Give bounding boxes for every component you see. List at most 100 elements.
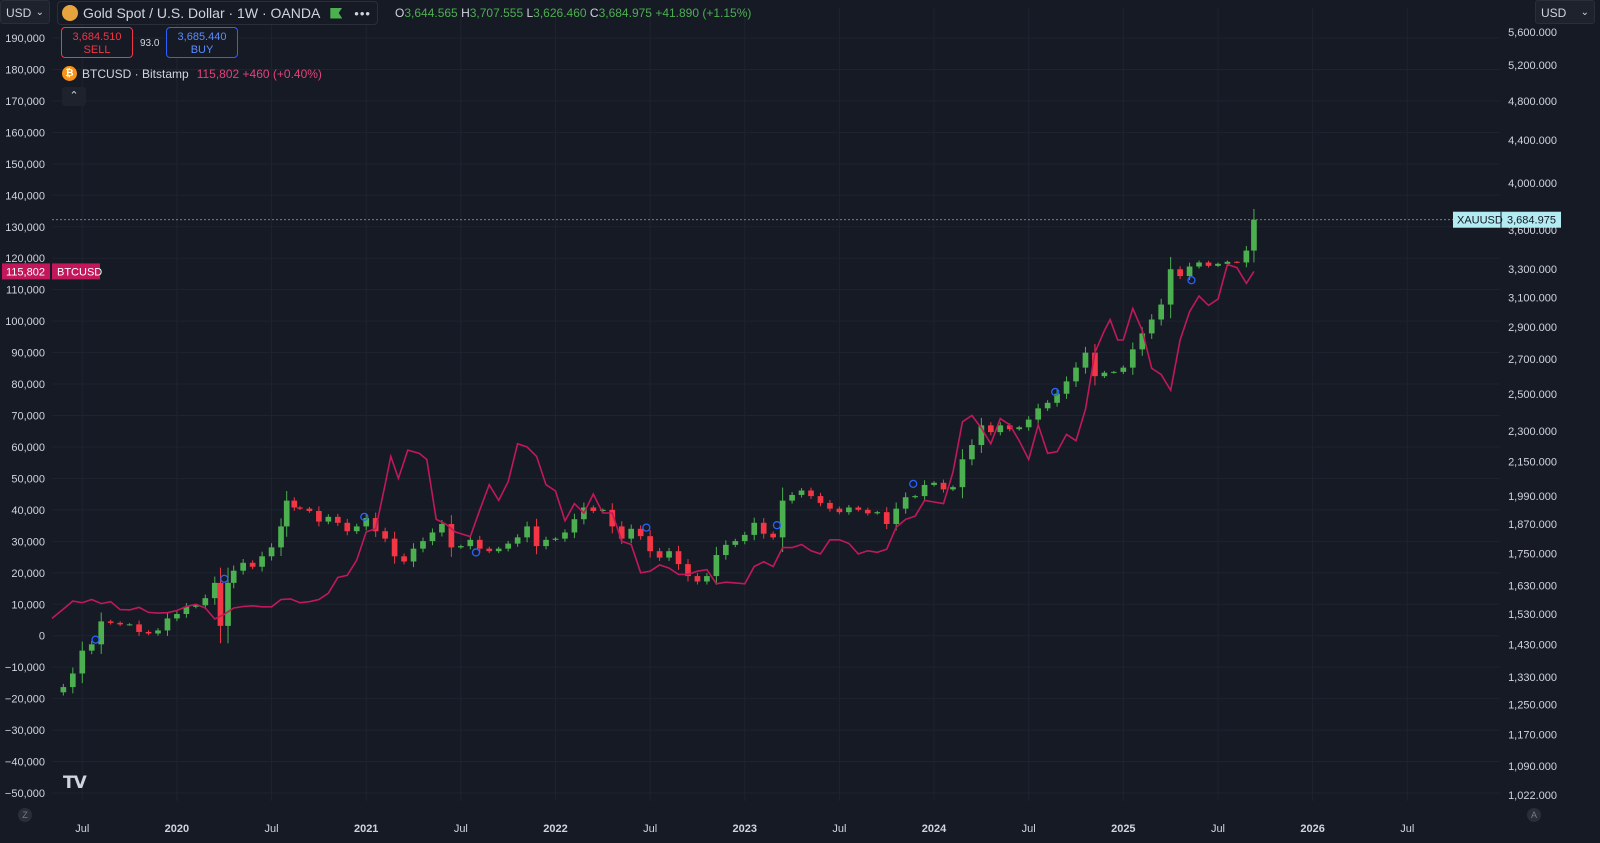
left-currency-label: USD bbox=[6, 6, 32, 20]
price-labels: XAUUSD 3,684.975 115,802 BTCUSD bbox=[2, 211, 1561, 280]
candle bbox=[268, 547, 275, 557]
zoom-reset-button[interactable]: Z bbox=[18, 808, 32, 822]
left-axis-tick-label: −30,000 bbox=[5, 725, 45, 737]
candle bbox=[458, 546, 464, 548]
candle bbox=[225, 582, 231, 626]
candle bbox=[1139, 333, 1146, 350]
candle bbox=[912, 496, 918, 498]
symbol-header[interactable]: Gold Spot / U.S. Dollar · 1W · OANDA ••• bbox=[57, 1, 378, 25]
candle bbox=[1111, 371, 1117, 373]
candle bbox=[855, 507, 862, 510]
left-axis-tick-label: 130,000 bbox=[5, 222, 45, 234]
compare-legend[interactable]: ₿ BTCUSD · Bitstamp 115,802 +460 (+0.40%… bbox=[62, 66, 322, 81]
time-axis-tick-label: 2022 bbox=[543, 823, 567, 835]
time-axis-tick-label: 2024 bbox=[922, 823, 947, 835]
btcusd-line bbox=[51, 263, 1255, 620]
right-currency-label: USD bbox=[1541, 6, 1567, 20]
time-axis: Jul 2020 Jul 2021 Jul 2022 Jul 2023 Jul 2024 Jul 20… bbox=[75, 823, 1414, 835]
left-currency-select[interactable]: USD ⌄ bbox=[0, 0, 50, 24]
candle bbox=[524, 526, 530, 538]
tradingview-logo-icon[interactable]: TV bbox=[63, 773, 87, 793]
last-price-value: 3,684.975 bbox=[1507, 215, 1556, 227]
left-axis-tick-label: −20,000 bbox=[5, 694, 45, 706]
candle bbox=[609, 509, 616, 527]
event-markers bbox=[91, 276, 1196, 644]
right-axis-tick-label: 4,800.000 bbox=[1508, 96, 1557, 108]
right-axis-tick-label: 1,022.000 bbox=[1508, 790, 1557, 802]
candle bbox=[874, 512, 881, 514]
right-axis-tick-label: 4,000.000 bbox=[1508, 178, 1557, 190]
left-price-axis: 190,000 180,000 170,000 160,000 150,000 140,0… bbox=[5, 33, 45, 800]
time-axis-tick-label: 2021 bbox=[354, 823, 378, 835]
time-axis-tick-label: 2025 bbox=[1111, 823, 1135, 835]
candle bbox=[391, 538, 398, 557]
right-axis-tick-label: 2,700.000 bbox=[1508, 354, 1557, 366]
left-axis-tick-label: 190,000 bbox=[5, 33, 45, 45]
buy-button[interactable]: 3,685.440 BUY bbox=[166, 27, 238, 58]
right-axis-tick-label: 5,200.000 bbox=[1508, 60, 1557, 72]
candle bbox=[571, 519, 578, 533]
left-axis-tick-label: 10,000 bbox=[11, 599, 45, 611]
event-marker bbox=[642, 523, 651, 532]
candle bbox=[808, 490, 814, 497]
left-axis-tick-label: 30,000 bbox=[11, 536, 45, 548]
time-axis-tick-label: Jul bbox=[265, 823, 279, 835]
candle bbox=[98, 621, 105, 645]
time-axis-tick-label: 2020 bbox=[165, 823, 189, 835]
btc-symbol-label: BTCUSD bbox=[57, 266, 102, 278]
candle bbox=[1073, 367, 1079, 382]
buy-label: BUY bbox=[190, 44, 214, 56]
event-marker bbox=[360, 512, 369, 522]
candle bbox=[174, 614, 180, 619]
right-axis-tick-label: 3,300.000 bbox=[1508, 264, 1557, 276]
candle bbox=[126, 624, 133, 626]
candle bbox=[448, 523, 455, 548]
candle bbox=[893, 508, 900, 524]
candle bbox=[1186, 266, 1193, 277]
sell-button[interactable]: 3,684.510 SELL bbox=[61, 27, 133, 58]
more-options-icon[interactable]: ••• bbox=[354, 5, 371, 21]
left-axis-tick-label: 50,000 bbox=[11, 473, 45, 485]
btc-price-value: 115,802 bbox=[6, 266, 45, 278]
candle bbox=[817, 496, 824, 503]
close-value: 3,684.975 bbox=[598, 6, 652, 20]
time-axis-tick-label: Jul bbox=[1022, 823, 1036, 835]
candle bbox=[136, 624, 142, 632]
event-marker bbox=[1051, 387, 1060, 397]
left-axis-tick-label: 40,000 bbox=[11, 505, 45, 517]
chevron-up-icon[interactable]: ⌃ bbox=[62, 87, 86, 106]
time-axis-tick-label: Jul bbox=[75, 823, 89, 835]
left-axis-tick-label: 160,000 bbox=[5, 127, 45, 139]
symbol-title[interactable]: Gold Spot / U.S. Dollar · 1W · OANDA bbox=[83, 5, 321, 21]
candle bbox=[1101, 372, 1108, 377]
high-value: 3,707.555 bbox=[469, 6, 524, 20]
time-axis-tick-label: Jul bbox=[1400, 823, 1414, 835]
time-axis-tick-label: Jul bbox=[643, 823, 657, 835]
candle bbox=[1044, 402, 1051, 409]
left-axis-tick-label: 20,000 bbox=[11, 568, 45, 580]
change-value: +41.890 (+1.15%) bbox=[655, 6, 752, 20]
auto-scale-button[interactable]: A bbox=[1527, 808, 1541, 822]
candle bbox=[779, 500, 786, 538]
chevron-down-icon: ⌄ bbox=[1580, 7, 1589, 18]
low-label: L bbox=[526, 6, 534, 20]
candle bbox=[987, 425, 994, 433]
flag-icon[interactable] bbox=[330, 7, 343, 19]
candle bbox=[846, 507, 852, 513]
candle bbox=[978, 425, 985, 446]
left-axis-tick-label: 140,000 bbox=[5, 190, 45, 202]
candle bbox=[704, 576, 710, 582]
compare-symbol[interactable]: BTCUSD · Bitstamp bbox=[82, 66, 189, 81]
right-currency-select[interactable]: USD ⌄ bbox=[1535, 0, 1595, 24]
event-marker bbox=[772, 521, 782, 530]
right-axis-tick-label: 2,500.000 bbox=[1508, 389, 1557, 401]
candle bbox=[382, 531, 388, 539]
time-axis-tick-label: Jul bbox=[832, 823, 846, 835]
candle bbox=[1129, 349, 1136, 368]
candle bbox=[401, 556, 407, 562]
candle bbox=[88, 644, 95, 651]
right-axis-tick-label: 1,090.000 bbox=[1508, 761, 1557, 773]
candle bbox=[476, 539, 483, 549]
candle bbox=[1092, 352, 1098, 377]
